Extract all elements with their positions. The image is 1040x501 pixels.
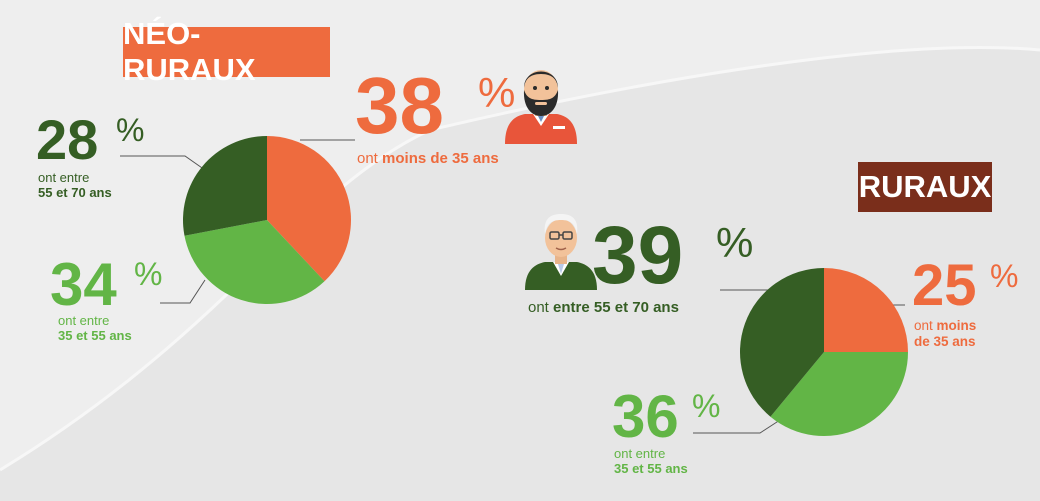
neo-slice-55-et-70-ans	[183, 136, 267, 236]
neo-slice-35-et-55-ans	[184, 220, 325, 305]
rur-pct-36: %	[692, 388, 721, 424]
neo-slice-moins-de-35-ans	[267, 136, 351, 282]
caption-line: ont entre	[58, 313, 110, 328]
badge-ruraux: RURAUX	[858, 162, 992, 212]
rur-slice-35-et-55-ans	[770, 352, 908, 436]
neo-pct-28: %	[116, 112, 145, 148]
rur-slice-55-et-70-ans	[740, 268, 824, 417]
rur-caption-39: ont entre 55 et 70 ans	[528, 299, 679, 316]
neo-caption-34: ont entre 35 et 55 ans	[58, 313, 132, 344]
neo-caption-28: ont entre 55 et 70 ans	[38, 170, 112, 201]
caption-bold: entre 55 et 70 ans	[553, 299, 679, 316]
caption-bold: 35 et 55 ans	[58, 327, 132, 343]
badge-neo-ruraux: NÉO-RURAUX	[123, 16, 330, 87]
rur-caption-36: ont entre 35 et 55 ans	[614, 446, 688, 477]
rur-value-25: 25	[912, 253, 977, 318]
neo-value-34: 34	[50, 251, 117, 318]
rur-caption-25: ont moins de 35 ans	[914, 318, 976, 349]
caption-line: ont entre	[614, 446, 666, 461]
rur-value-39: 39	[592, 210, 684, 301]
rur-value-36: 36	[612, 383, 679, 450]
pie-neo-ruraux	[183, 136, 351, 305]
rur-pct-25: %	[990, 258, 1019, 294]
caption-bold: moins de 35 ans	[382, 150, 499, 167]
neo-value-28: 28	[36, 108, 99, 171]
connector-neo-34	[160, 279, 206, 304]
caption-text: ont	[528, 299, 554, 316]
caption-bold: 55 et 70 ans	[38, 184, 112, 200]
pie-ruraux	[740, 268, 908, 436]
caption-bold: moins	[936, 318, 977, 333]
bearded-man-icon	[505, 70, 577, 144]
connector-rur-36	[693, 419, 781, 434]
neo-value-38: 38	[355, 61, 444, 150]
rur-pct-39: %	[716, 219, 754, 266]
neo-caption-38: ont moins de 35 ans	[357, 150, 499, 167]
caption-text: ont	[914, 318, 937, 333]
connector-neo-28	[120, 155, 206, 171]
rur-slice-moins-de-35-ans	[824, 268, 908, 352]
caption-bold: 35 et 55 ans	[614, 460, 688, 476]
elderly-man-icon	[525, 214, 597, 290]
caption-text: ont	[357, 150, 383, 167]
caption-bold: de 35 ans	[914, 333, 976, 349]
neo-pct-38: %	[478, 69, 516, 116]
neo-pct-34: %	[134, 256, 163, 292]
caption-line: ont entre	[38, 170, 90, 185]
